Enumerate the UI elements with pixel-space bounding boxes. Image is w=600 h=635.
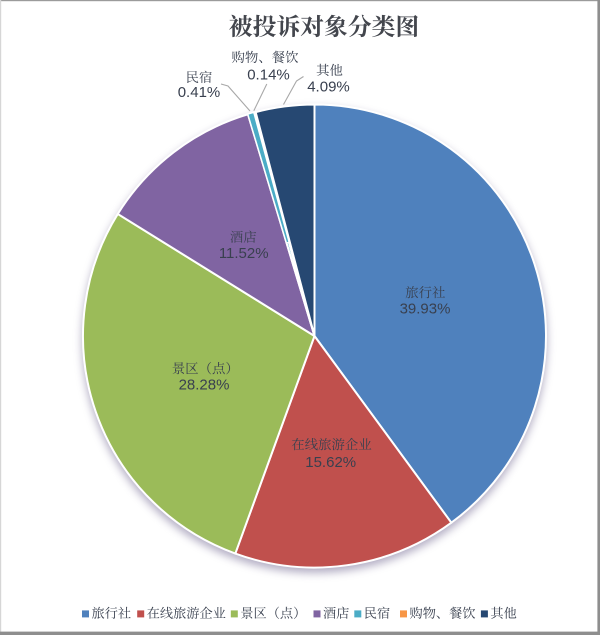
svg-text:11.52%: 11.52% [219,245,269,262]
svg-text:0.41%: 0.41% [178,84,221,101]
svg-text:0.14%: 0.14% [247,66,290,83]
svg-text:28.28%: 28.28% [179,376,230,393]
svg-text:39.93%: 39.93% [400,300,451,317]
svg-text:15.62%: 15.62% [305,454,356,471]
svg-text:4.09%: 4.09% [307,78,350,95]
